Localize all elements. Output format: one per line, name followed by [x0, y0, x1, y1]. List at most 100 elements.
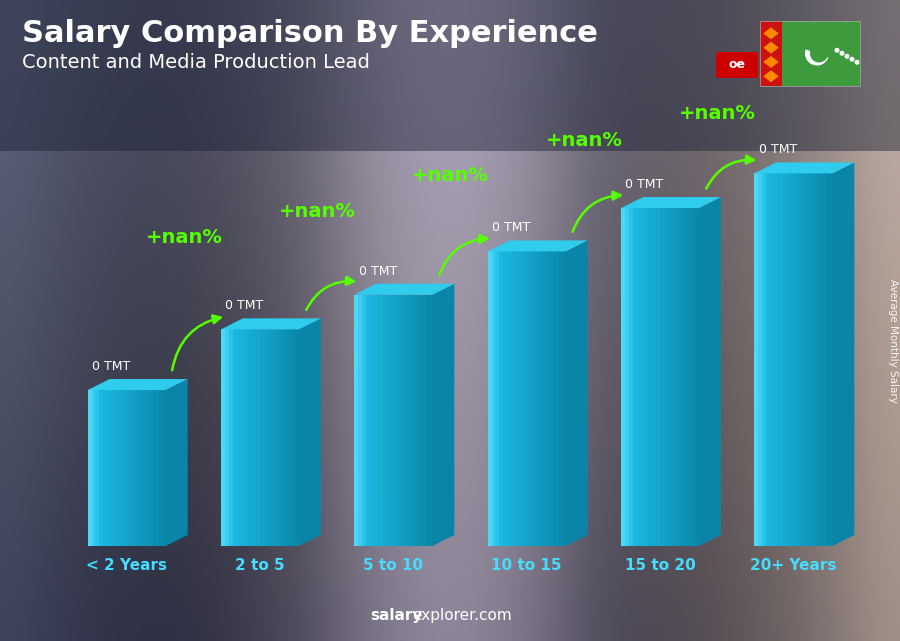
Bar	[683, 208, 688, 546]
Bar	[275, 329, 280, 546]
Bar	[146, 390, 150, 546]
Bar	[664, 208, 669, 546]
Bar	[252, 329, 256, 546]
Text: 10 to 15: 10 to 15	[491, 558, 562, 573]
Text: +nan%: +nan%	[146, 228, 222, 247]
Polygon shape	[763, 28, 778, 39]
Bar	[828, 174, 832, 546]
Text: +nan%: +nan%	[679, 104, 756, 124]
Bar	[797, 174, 802, 546]
Polygon shape	[832, 162, 854, 546]
Bar	[760, 21, 782, 86]
Bar	[515, 251, 519, 546]
Bar	[691, 208, 696, 546]
Bar	[511, 251, 516, 546]
Bar	[287, 329, 292, 546]
Bar	[760, 21, 860, 86]
Bar	[543, 251, 546, 546]
Bar	[417, 295, 421, 546]
Polygon shape	[166, 379, 188, 546]
Bar	[248, 329, 253, 546]
Bar	[397, 295, 401, 546]
Bar	[562, 251, 566, 546]
Bar	[660, 208, 664, 546]
Bar	[378, 295, 382, 546]
Polygon shape	[763, 71, 778, 82]
Bar	[781, 174, 786, 546]
Bar	[221, 329, 225, 546]
Polygon shape	[621, 197, 721, 208]
Bar	[816, 174, 821, 546]
Bar	[550, 251, 554, 546]
Polygon shape	[488, 240, 588, 251]
Bar	[280, 329, 284, 546]
Text: 0 TMT: 0 TMT	[225, 299, 264, 312]
Circle shape	[850, 57, 854, 62]
Text: 5 to 10: 5 to 10	[364, 558, 423, 573]
Bar	[142, 390, 147, 546]
Text: 0 TMT: 0 TMT	[626, 178, 663, 191]
Bar	[385, 295, 390, 546]
Bar	[115, 390, 120, 546]
Bar	[95, 390, 100, 546]
Polygon shape	[763, 56, 778, 68]
Polygon shape	[87, 379, 188, 390]
Bar	[358, 295, 363, 546]
Bar	[770, 174, 774, 546]
Bar	[390, 295, 394, 546]
Text: explorer.com: explorer.com	[412, 608, 512, 623]
Circle shape	[844, 54, 850, 59]
Bar	[413, 295, 418, 546]
Bar	[240, 329, 245, 546]
Bar	[668, 208, 672, 546]
Bar	[284, 329, 288, 546]
Text: Average Monthly Salary: Average Monthly Salary	[888, 279, 898, 403]
Bar	[491, 251, 496, 546]
Bar	[122, 390, 127, 546]
Text: 0 TMT: 0 TMT	[358, 265, 397, 278]
Bar	[793, 174, 797, 546]
Bar	[644, 208, 649, 546]
Text: Content and Media Production Lead: Content and Media Production Lead	[22, 53, 370, 72]
Polygon shape	[299, 319, 321, 546]
Bar	[531, 251, 535, 546]
Bar	[405, 295, 410, 546]
Bar	[420, 295, 425, 546]
Wedge shape	[805, 49, 828, 65]
Bar	[150, 390, 155, 546]
Bar	[111, 390, 115, 546]
Bar	[680, 208, 684, 546]
Bar	[134, 390, 139, 546]
Bar	[523, 251, 527, 546]
Bar	[256, 329, 260, 546]
Bar	[401, 295, 406, 546]
Bar	[754, 174, 759, 546]
Bar	[695, 208, 699, 546]
Text: Salary Comparison By Experience: Salary Comparison By Experience	[22, 19, 598, 48]
Bar	[500, 251, 504, 546]
Text: +nan%: +nan%	[545, 131, 622, 150]
Text: 0 TMT: 0 TMT	[92, 360, 130, 373]
Text: +nan%: +nan%	[412, 167, 489, 185]
Polygon shape	[754, 162, 854, 174]
Bar	[503, 251, 508, 546]
Bar	[162, 390, 166, 546]
Bar	[99, 390, 104, 546]
Bar	[633, 208, 637, 546]
Bar	[546, 251, 551, 546]
Bar	[272, 329, 276, 546]
Bar	[762, 174, 767, 546]
Bar	[535, 251, 539, 546]
Bar	[621, 208, 626, 546]
Bar	[809, 174, 814, 546]
Bar	[629, 208, 634, 546]
Bar	[382, 295, 386, 546]
Bar	[671, 208, 676, 546]
Bar	[789, 174, 794, 546]
Bar	[245, 329, 248, 546]
Bar	[636, 208, 641, 546]
Bar	[805, 174, 809, 546]
Bar	[425, 295, 429, 546]
Bar	[260, 329, 265, 546]
Bar	[496, 251, 500, 546]
